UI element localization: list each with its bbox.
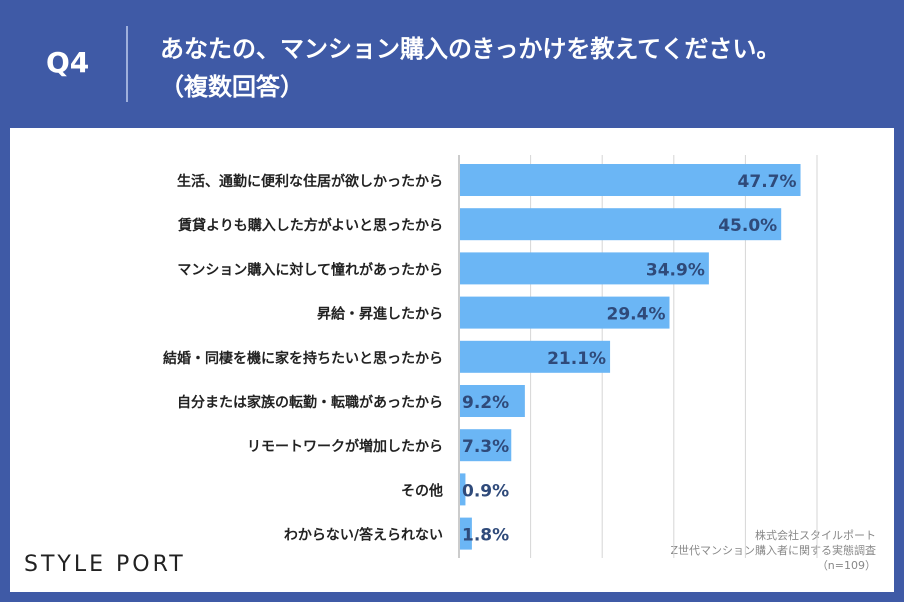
bar bbox=[460, 340, 611, 373]
bar bbox=[460, 429, 512, 462]
data-label: 47.7% bbox=[738, 172, 797, 192]
category-label: 結婚・同棲を機に家を持ちたいと思ったから bbox=[163, 350, 443, 367]
bar bbox=[460, 296, 670, 329]
bar bbox=[460, 385, 525, 417]
credit-survey: Z世代マンション購入者に関する実態調査 bbox=[670, 544, 876, 557]
question-number: Q4 bbox=[46, 46, 90, 79]
category-label: 昇給・昇進したから bbox=[317, 306, 443, 323]
credit-sample: （n=109） bbox=[816, 559, 876, 572]
data-label: 0.9% bbox=[462, 481, 509, 501]
question-title-line2: （複数回答） bbox=[160, 73, 304, 101]
credit-company: 株式会社スタイルポート bbox=[755, 529, 876, 542]
survey-credits: 株式会社スタイルポート Z世代マンション購入者に関する実態調査 （n=109） bbox=[636, 528, 876, 573]
question-title-line1: あなたの、マンション購入のきっかけを教えてください。 bbox=[160, 35, 781, 63]
question-title: あなたの、マンション購入のきっかけを教えてください。 （複数回答） bbox=[160, 30, 880, 106]
category-label: わからない/答えられない bbox=[284, 527, 443, 544]
bar bbox=[460, 517, 472, 550]
bar bbox=[460, 164, 801, 196]
brand-logo: STYLE PORT bbox=[24, 552, 186, 577]
category-label: リモートワークが増加したから bbox=[247, 438, 443, 455]
bar bbox=[460, 208, 782, 241]
bar bbox=[460, 473, 466, 506]
category-label: その他 bbox=[401, 482, 443, 499]
category-label: 賃貸よりも購入した方がよいと思ったから bbox=[177, 217, 443, 234]
data-label: 29.4% bbox=[607, 305, 666, 325]
data-label: 34.9% bbox=[646, 260, 705, 280]
data-label: 1.8% bbox=[462, 526, 509, 546]
data-label: 7.3% bbox=[462, 437, 509, 457]
data-label: 9.2% bbox=[462, 393, 509, 413]
category-label: 自分または家族の転勤・転職があったから bbox=[177, 394, 443, 411]
header-divider bbox=[126, 26, 128, 102]
bar bbox=[460, 252, 709, 285]
data-label: 45.0% bbox=[718, 216, 777, 236]
chart-panel: STYLE PORT 株式会社スタイルポート Z世代マンション購入者に関する実態… bbox=[10, 128, 894, 592]
category-label: マンション購入に対して憧れがあったから bbox=[177, 261, 443, 278]
question-header: Q4 あなたの、マンション購入のきっかけを教えてください。 （複数回答） bbox=[0, 0, 904, 126]
category-label: 生活、通勤に便利な住居が欲しかったから bbox=[177, 173, 443, 190]
data-label: 21.1% bbox=[547, 349, 606, 369]
